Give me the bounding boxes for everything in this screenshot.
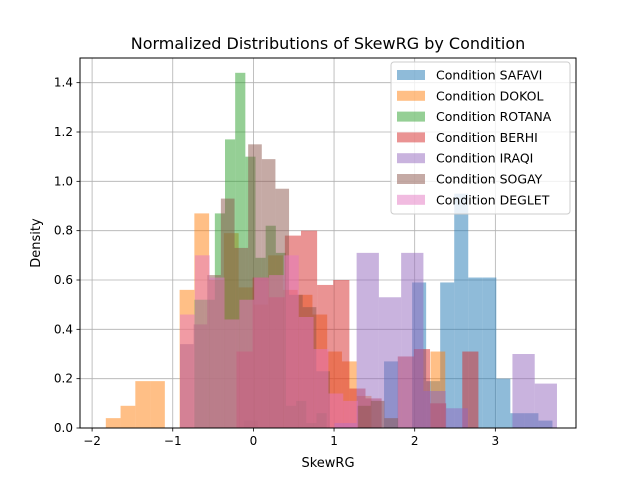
legend-entry-label: Condition SOGAY bbox=[436, 172, 543, 187]
histogram-bar bbox=[120, 405, 136, 428]
legend-frame bbox=[390, 61, 571, 215]
y-tick-label: 0.8 bbox=[54, 224, 73, 238]
y-axis-label: Density bbox=[29, 218, 44, 268]
histogram-bar bbox=[313, 349, 329, 428]
x-tick-label: 1 bbox=[330, 434, 338, 448]
y-axis-ticks: 0.0 0.2 0.4 0.6 0.8 1.0 1.2 1.4 bbox=[54, 76, 80, 435]
legend-entry-label: Condition BERHI bbox=[436, 130, 538, 145]
histogram-bar bbox=[445, 408, 468, 428]
y-tick-label: 1.2 bbox=[54, 125, 73, 139]
histogram-bar bbox=[105, 418, 121, 428]
series-condition-deglet bbox=[180, 255, 359, 428]
histogram-bar bbox=[534, 383, 557, 428]
histogram-bar bbox=[401, 252, 424, 428]
x-tick-label: 0 bbox=[250, 434, 258, 448]
histogram-bars bbox=[105, 72, 557, 429]
y-tick-label: 0.0 bbox=[54, 421, 73, 435]
legend-swatch bbox=[397, 153, 425, 164]
histogram-bar bbox=[384, 418, 399, 428]
histogram-bar bbox=[254, 277, 270, 428]
histogram-bar bbox=[512, 354, 535, 428]
legend-swatch bbox=[397, 194, 425, 205]
histogram-bar bbox=[356, 252, 379, 428]
histogram-bar bbox=[333, 280, 350, 428]
y-tick-label: 0.4 bbox=[54, 322, 73, 336]
histogram-bar bbox=[357, 405, 371, 428]
y-tick-label: 1.4 bbox=[54, 76, 73, 90]
y-tick-label: 1.0 bbox=[54, 174, 73, 188]
x-axis-label: SkewRG bbox=[301, 456, 354, 471]
histogram-bar bbox=[343, 400, 359, 428]
x-tick-label: −2 bbox=[83, 434, 101, 448]
y-tick-label: 0.6 bbox=[54, 273, 73, 287]
plot-area-frame bbox=[79, 57, 577, 429]
legend-swatch bbox=[397, 132, 425, 143]
histogram-bar bbox=[135, 381, 151, 428]
x-tick-label: 2 bbox=[411, 434, 419, 448]
chart-title: Normalized Distributions of SkewRG by Co… bbox=[131, 34, 526, 53]
histogram-bar bbox=[150, 381, 165, 428]
histogram-bar bbox=[298, 317, 314, 428]
legend-swatch bbox=[397, 90, 425, 101]
legend-entry-label: Condition IRAQI bbox=[436, 151, 533, 166]
x-axis-ticks: −2 −1 0 1 2 3 bbox=[83, 428, 499, 448]
histogram-bar bbox=[194, 255, 210, 428]
series-condition-iraqi bbox=[334, 252, 557, 428]
histogram-bar bbox=[482, 277, 497, 428]
histogram-bar bbox=[283, 255, 299, 428]
legend-entry-label: Condition DOKOL bbox=[436, 88, 543, 103]
histogram-bar bbox=[180, 314, 195, 428]
histogram-bar bbox=[209, 277, 225, 428]
histogram-bar bbox=[496, 378, 511, 428]
histogram-bar bbox=[328, 393, 344, 428]
histogram-bar bbox=[224, 319, 240, 428]
legend-entry-label: Condition ROTANA bbox=[436, 109, 552, 124]
legend-swatch bbox=[397, 111, 425, 122]
legend: Condition SAFAVI Condition DOKOL Condition… bbox=[390, 61, 571, 215]
legend-entry-label: Condition SAFAVI bbox=[436, 68, 542, 83]
histogram-bar bbox=[239, 299, 255, 428]
legend-swatch bbox=[397, 174, 425, 184]
histogram-bar bbox=[370, 400, 385, 428]
legend-entry-label: Condition DEGLET bbox=[436, 192, 550, 207]
histogram-bar bbox=[423, 391, 446, 428]
histogram-bar bbox=[378, 297, 402, 428]
legend-swatch bbox=[397, 70, 425, 80]
y-tick-label: 0.2 bbox=[54, 372, 73, 386]
histogram-bar bbox=[269, 275, 284, 428]
x-tick-label: −1 bbox=[164, 434, 182, 448]
x-tick-label: 3 bbox=[492, 434, 500, 448]
